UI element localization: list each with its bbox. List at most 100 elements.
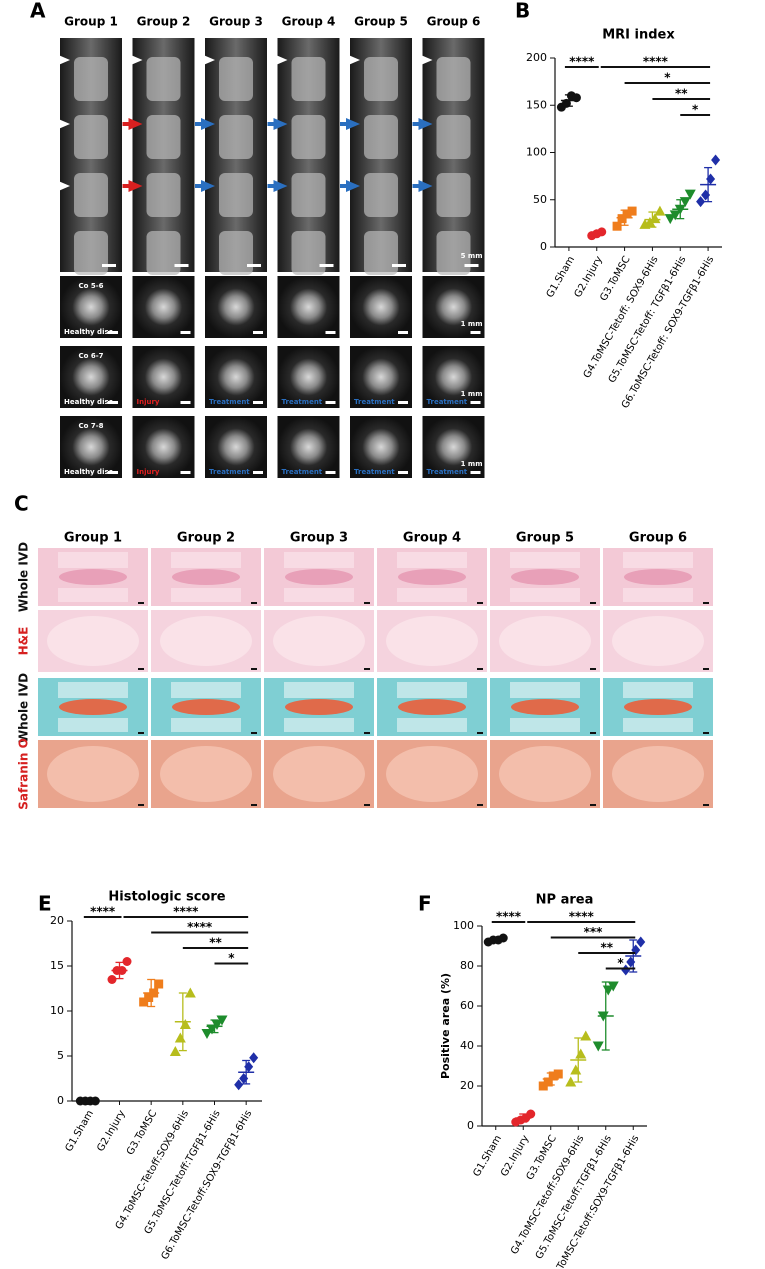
y-tick-label: 100	[453, 919, 474, 932]
nucleus	[386, 746, 478, 802]
arrow-shaft	[50, 58, 58, 62]
significance-label: ****	[90, 905, 116, 919]
vertebra-block	[397, 552, 467, 568]
scale-bar	[590, 668, 596, 670]
nucleus	[499, 616, 591, 666]
mri-axial	[60, 416, 122, 478]
data-point	[571, 93, 581, 103]
mri-axial	[60, 276, 122, 338]
arrow	[128, 180, 143, 192]
arrow	[418, 118, 433, 130]
data-point	[674, 204, 686, 215]
scale-label: 1 mm	[461, 390, 483, 398]
disc	[398, 699, 466, 715]
data-point	[649, 213, 661, 224]
disc-tag: Healthy disc	[64, 468, 113, 476]
scale-label: 1 mm	[461, 460, 483, 468]
group-header: Group 5	[516, 531, 574, 546]
vertebra	[436, 173, 471, 217]
vertebra-block	[284, 552, 354, 568]
scale-bar	[477, 602, 483, 604]
nucleus	[499, 746, 591, 802]
mri-axial	[60, 346, 122, 408]
scale-bar	[319, 264, 334, 267]
data-point	[201, 1029, 213, 1039]
scale-bar	[180, 331, 191, 334]
level-label: Co 5-6	[78, 282, 103, 290]
significance-label: *	[617, 956, 624, 970]
group-header: Group 6	[427, 15, 481, 29]
vertebra-block	[510, 588, 580, 602]
vertebra-block	[171, 682, 241, 698]
group-header: Group 2	[137, 15, 191, 29]
scale-bar	[108, 471, 118, 474]
scale-bar	[253, 331, 263, 334]
data-point	[607, 981, 619, 992]
arrow-shaft	[50, 122, 58, 126]
vertebra	[219, 57, 253, 101]
data-point	[538, 1081, 548, 1091]
data-point	[580, 1030, 592, 1041]
significance-label: ****	[496, 910, 522, 924]
scale-bar	[108, 401, 118, 404]
level-label: Co 7-8	[78, 422, 103, 430]
scale-bar	[590, 732, 596, 734]
data-point	[711, 154, 721, 166]
panel-label: C	[14, 492, 29, 516]
row-label: Safranin O	[17, 738, 31, 810]
vertebra	[364, 173, 398, 217]
data-point	[169, 1046, 181, 1056]
vertebra	[74, 173, 108, 217]
data-point	[696, 196, 706, 208]
scale-bar	[364, 602, 370, 604]
significance-label: ***	[584, 925, 604, 939]
data-point	[498, 933, 508, 943]
disc	[624, 569, 692, 585]
data-point	[117, 966, 127, 975]
chart-title: MRI index	[602, 28, 675, 43]
x-tick-label: G3.ToMSC	[125, 1108, 159, 1157]
disc-tag: Injury	[137, 468, 160, 476]
scale-bar	[180, 471, 191, 474]
disc	[172, 569, 240, 585]
disc-tag: Healthy disc	[64, 398, 113, 406]
disc	[398, 569, 466, 585]
disc-tag: Treatment	[427, 398, 468, 406]
data-point	[144, 993, 154, 1002]
disc-tag: Treatment	[209, 398, 250, 406]
mri-axial	[132, 416, 195, 478]
scale-bar	[392, 264, 406, 267]
data-point	[234, 1079, 244, 1091]
arrow-shaft	[412, 58, 421, 62]
x-tick-label: G2.Injury	[95, 1108, 127, 1153]
vertebra-block	[397, 682, 467, 698]
vertebra	[291, 115, 326, 159]
arrow-shaft	[122, 184, 131, 188]
y-tick-label: 150	[526, 98, 547, 111]
scale-bar	[470, 471, 481, 474]
data-point	[174, 1032, 186, 1043]
vertebra-block	[58, 552, 128, 568]
scale-bar	[102, 264, 116, 267]
scale-bar	[251, 804, 257, 806]
y-tick-label: 200	[526, 51, 547, 64]
nucleus	[273, 746, 365, 802]
scale-bar	[325, 471, 336, 474]
vertebra	[74, 115, 108, 159]
disc	[59, 699, 127, 715]
nucleus	[47, 746, 139, 802]
vertebra	[146, 115, 181, 159]
vertebra	[436, 231, 471, 275]
y-tick-label: 80	[460, 959, 474, 972]
data-point	[654, 205, 666, 216]
vertebra-block	[510, 682, 580, 698]
scale-bar	[364, 732, 370, 734]
vertebra-block	[171, 718, 241, 732]
data-point	[636, 936, 646, 948]
data-point	[669, 210, 681, 221]
significance-label: ****	[569, 910, 595, 924]
data-point	[249, 1052, 259, 1064]
arrow	[201, 180, 215, 192]
arrow	[56, 54, 70, 66]
